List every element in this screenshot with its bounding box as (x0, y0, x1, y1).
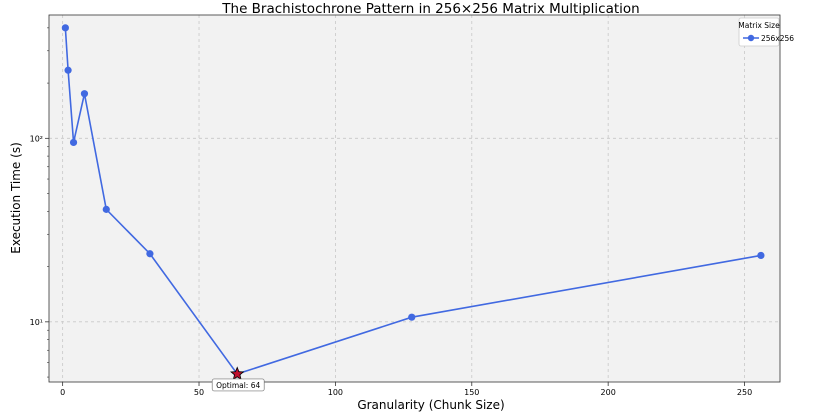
x-tick-label: 50 (194, 388, 204, 397)
legend: Matrix Size 256x256 (738, 17, 794, 47)
data-point (102, 205, 110, 213)
optimal-annotation: Optimal: 64 (211, 366, 265, 392)
annotation-label: Optimal: 64 (216, 381, 260, 390)
y-tick-label: 10¹ (30, 318, 43, 327)
annotation-box (211, 378, 265, 392)
x-axis-label: Granularity (Chunk Size) (357, 398, 504, 412)
data-point (69, 138, 78, 147)
optimal-star-marker (229, 366, 245, 381)
x-tick-label: 150 (464, 388, 479, 397)
y-axis-ticks: 10¹ 10² (30, 27, 49, 378)
y-tick-label: 10² (30, 134, 43, 143)
x-axis-ticks: 0 50 100 150 200 250 (60, 382, 752, 397)
x-tick-label: 200 (601, 388, 616, 397)
plot-frame (48, 14, 781, 383)
data-point (408, 313, 416, 321)
legend-entry-label: 256x256 (761, 34, 794, 43)
data-point (64, 66, 72, 74)
legend-title: Matrix Size (738, 21, 780, 30)
data-point (61, 24, 69, 32)
grid-lines (49, 15, 780, 382)
plot-area (49, 15, 780, 382)
data-point (146, 250, 154, 258)
data-point (757, 251, 765, 260)
chart-title: The Brachistochrone Pattern in 256×256 M… (221, 1, 639, 17)
data-point (80, 90, 89, 98)
legend-marker (747, 34, 755, 42)
x-tick-label: 100 (328, 388, 343, 397)
x-tick-label: 0 (60, 388, 65, 397)
x-tick-label: 250 (737, 388, 752, 397)
y-axis-label: Execution Time (s) (9, 142, 23, 254)
